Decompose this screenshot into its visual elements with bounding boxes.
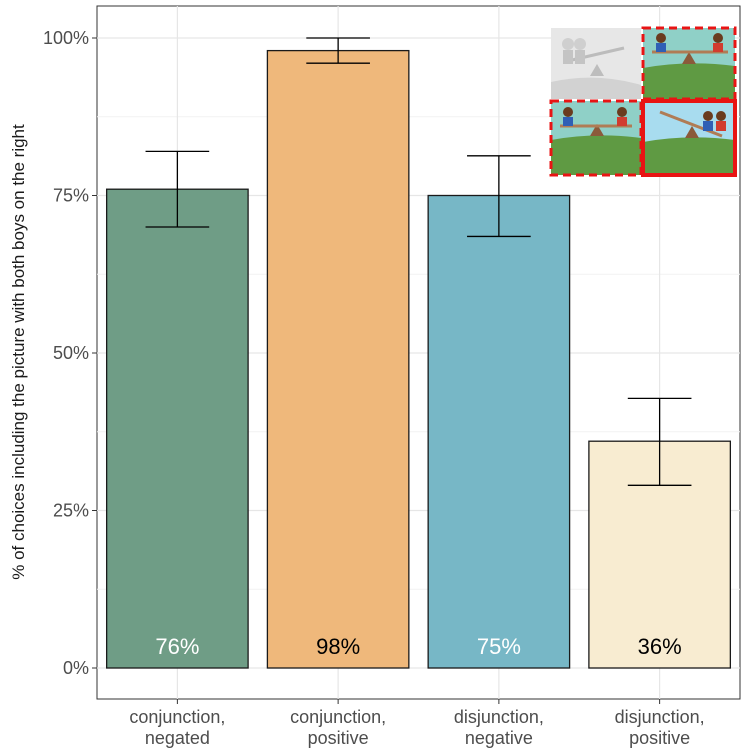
inset-illustration — [549, 26, 737, 177]
bar-value-label-2: 75% — [477, 634, 521, 659]
x-tick-label: conjunction, positive — [290, 707, 386, 748]
x-tick-label: disjunction, positive — [615, 707, 705, 748]
y-tick-label: 25% — [53, 501, 89, 521]
error-bars — [145, 37, 692, 486]
inset-panel-top-left — [551, 28, 641, 99]
y-axis-title: % of choices including the picture with … — [9, 124, 28, 580]
y-tick-label: 75% — [53, 186, 89, 206]
error-bar-1 — [306, 37, 370, 64]
error-bar-3 — [627, 397, 692, 486]
x-axis-ticks: conjunction, negated conjunction, positive d… — [129, 699, 705, 748]
y-axis-ticks: 0% 25% 50% 75% 100% — [43, 28, 97, 678]
y-tick-label: 50% — [53, 343, 89, 363]
value-labels: 76% 98% 75% 36% — [155, 634, 681, 659]
bar-value-label-0: 76% — [155, 634, 199, 659]
x-tick-label: conjunction, negated — [129, 707, 225, 748]
y-tick-label: 100% — [43, 28, 89, 48]
error-bar-2 — [467, 155, 531, 238]
error-bar-0 — [145, 150, 210, 228]
bar-2 — [427, 194, 571, 669]
bar-0 — [105, 188, 249, 669]
inset-panel-bottom-right — [641, 99, 737, 177]
y-tick-label: 0% — [63, 658, 89, 678]
bars — [105, 49, 732, 669]
bar-value-label-1: 98% — [316, 634, 360, 659]
bar-value-label-3: 36% — [638, 634, 682, 659]
x-tick-label: disjunction, negative — [454, 707, 544, 748]
inset-panel-bottom-left — [549, 99, 643, 177]
bar-1 — [266, 49, 410, 669]
inset-panel-top-right — [641, 26, 737, 101]
